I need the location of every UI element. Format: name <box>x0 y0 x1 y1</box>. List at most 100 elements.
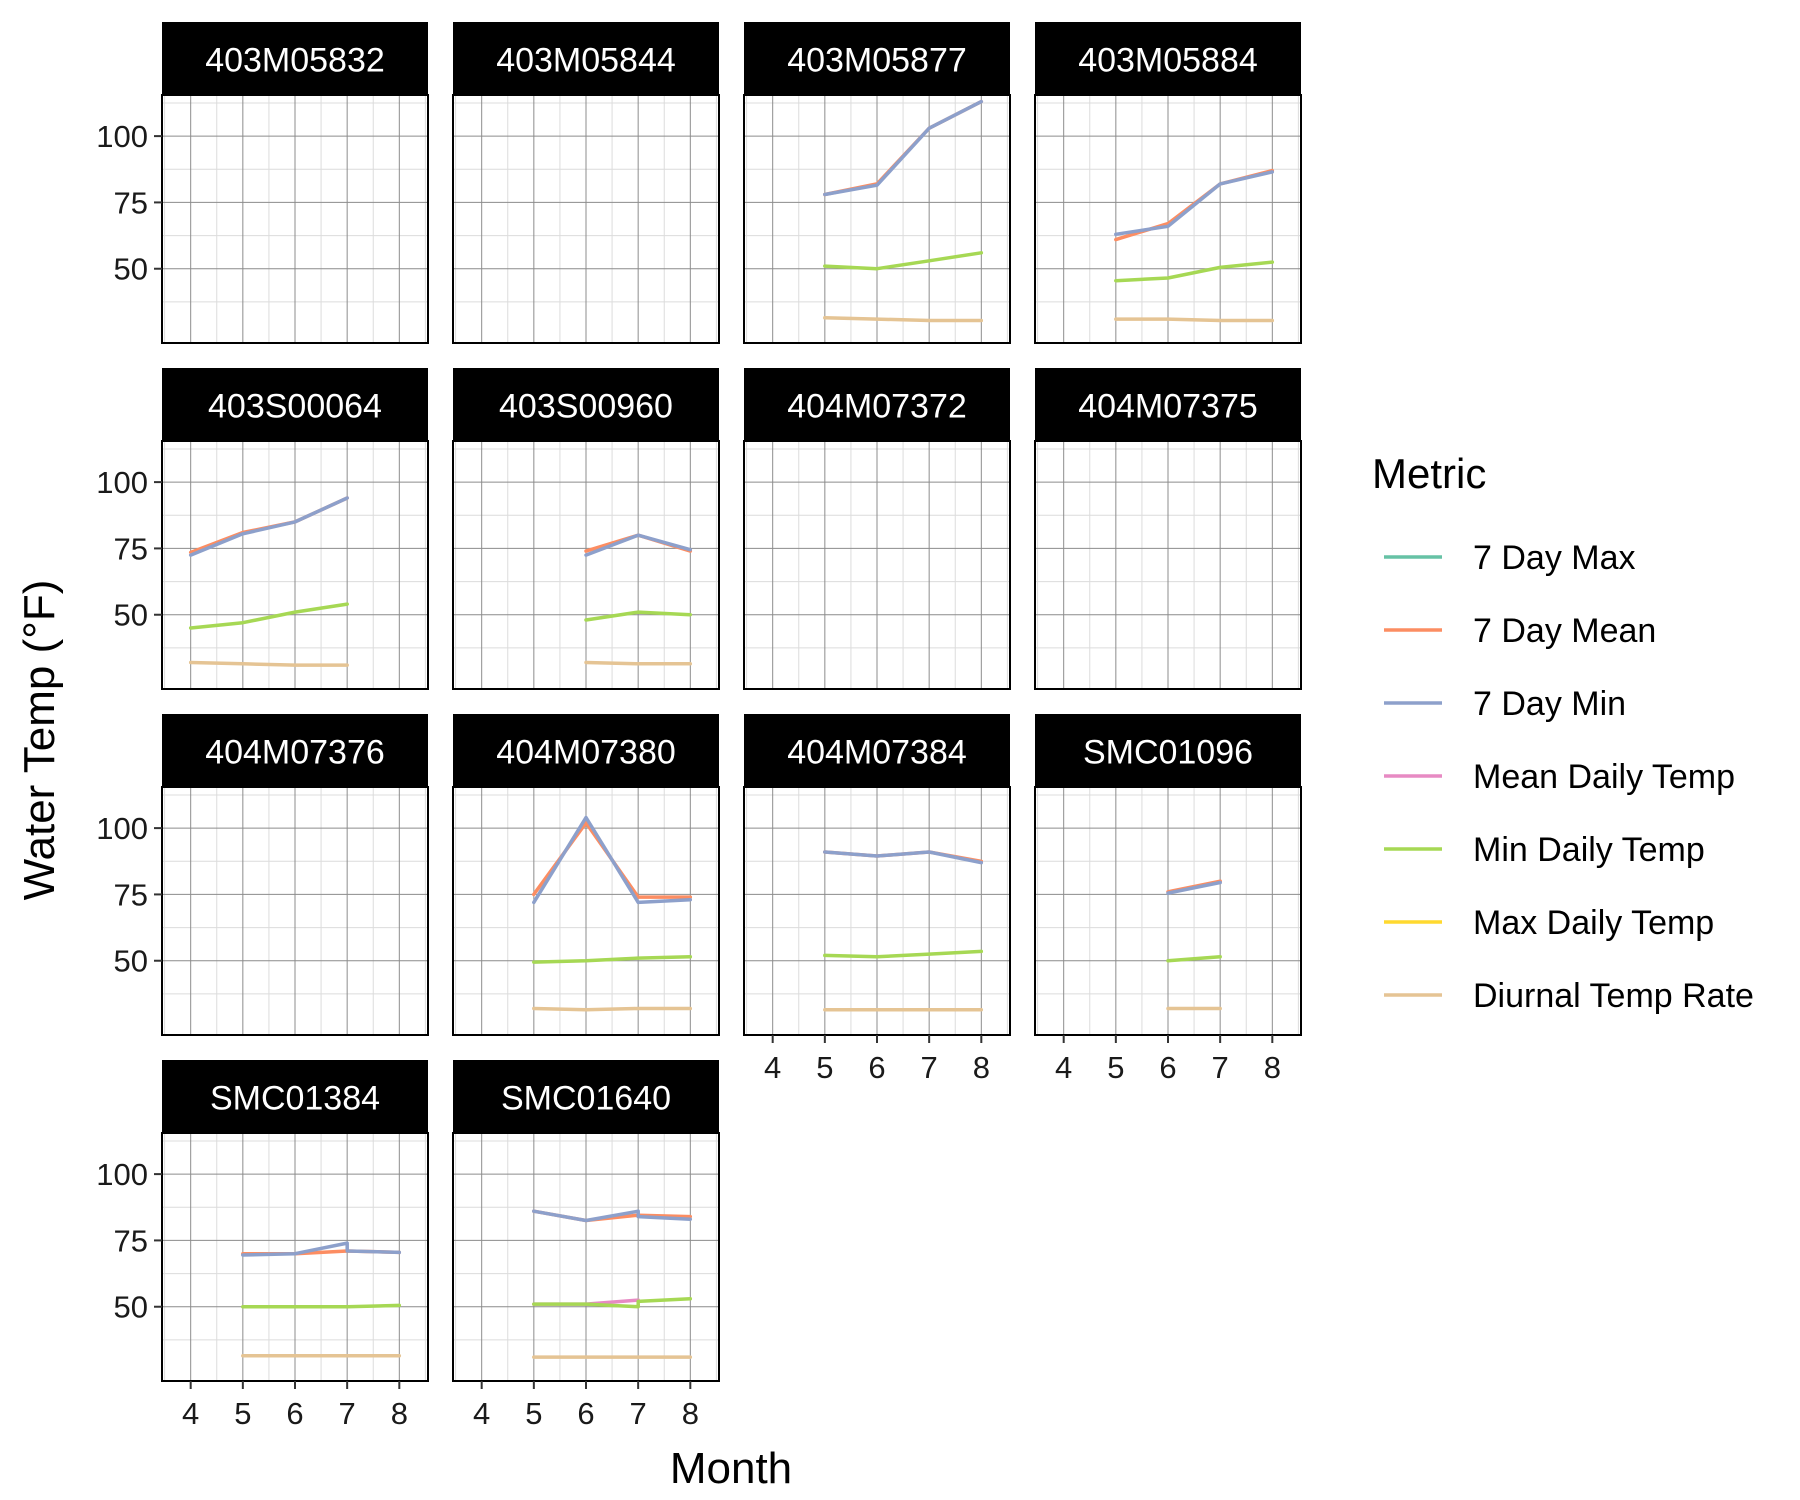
facet-strip <box>162 368 428 441</box>
y-tick-label: 75 <box>114 531 148 566</box>
facet-title: 403S00064 <box>208 388 382 426</box>
facet-strip <box>453 22 719 95</box>
series-line-min-daily-temp <box>241 1303 402 1309</box>
facet-strip <box>162 22 428 95</box>
x-tick-label: 5 <box>234 1396 251 1431</box>
panel-border <box>1034 440 1302 690</box>
series-line-diurnal-temp-rate <box>532 1006 693 1012</box>
x-tick-label: 7 <box>339 1396 356 1431</box>
facet-title: 404M07384 <box>787 734 967 772</box>
legend-label: 7 Day Max <box>1473 539 1636 577</box>
x-tick-label: 7 <box>630 1396 647 1431</box>
legend-label: 7 Day Min <box>1473 685 1626 723</box>
facet-strip <box>1035 22 1301 95</box>
series-line-7-day-min <box>823 99 984 197</box>
series-line-diurnal-temp-rate <box>1114 317 1275 323</box>
facet-panel: 403M05877 <box>743 22 1011 344</box>
y-tick-label: 50 <box>114 944 148 979</box>
panel-border <box>1034 94 1302 344</box>
x-tick-label: 4 <box>182 1396 199 1431</box>
series-line-7-day-min <box>823 850 984 865</box>
facet-panel: 404M07380 <box>452 714 720 1036</box>
x-tick-label: 4 <box>473 1396 490 1431</box>
series-line-7-day-min <box>241 1241 402 1257</box>
x-tick-label: 8 <box>391 1396 408 1431</box>
facet-panel: 403S00960 <box>452 368 720 690</box>
facet-panel: 404M07372 <box>743 368 1011 690</box>
series-line-min-daily-temp <box>188 602 349 630</box>
facet-title: SMC01640 <box>501 1080 671 1118</box>
series-line-min-daily-temp <box>532 1297 693 1309</box>
panel-border <box>161 94 429 344</box>
facet-title: SMC01096 <box>1083 734 1253 772</box>
facet-title: 404M07375 <box>1078 388 1258 426</box>
facet-title: SMC01384 <box>210 1080 380 1118</box>
series-line-7-day-min <box>188 496 349 557</box>
y-tick-label: 75 <box>114 185 148 220</box>
panel-border <box>161 440 429 690</box>
facet-strip <box>453 1060 719 1133</box>
facet-title: 404M07380 <box>496 734 676 772</box>
series-line-7-day-min <box>532 815 693 905</box>
series-line-min-daily-temp <box>1114 260 1275 283</box>
facet-strip <box>162 1060 428 1133</box>
x-tick-label: 4 <box>764 1050 781 1085</box>
facet-panel: 403M05844 <box>452 22 720 344</box>
facet-panel: 403M05884 <box>1034 22 1302 344</box>
facet-strip <box>162 714 428 787</box>
panel-border <box>452 440 720 690</box>
y-axis-title: Water Temp (°F) <box>15 580 64 901</box>
legend-label: Mean Daily Temp <box>1473 758 1735 796</box>
panel-border <box>161 786 429 1036</box>
x-tick-label: 6 <box>577 1396 594 1431</box>
y-tick-label: 100 <box>96 119 148 154</box>
facet-title: 403M05884 <box>1078 42 1258 80</box>
x-tick-label: 5 <box>525 1396 542 1431</box>
facet-strip <box>1035 714 1301 787</box>
x-tick-label: 7 <box>921 1050 938 1085</box>
y-tick-label: 100 <box>96 811 148 846</box>
series-line-7-day-min <box>1166 880 1222 895</box>
x-tick-label: 6 <box>286 1396 303 1431</box>
y-tick-label: 100 <box>96 465 148 500</box>
legend: Metric 7 Day Max 7 Day Mean 7 Day Min Mean … <box>1372 450 1754 1015</box>
facet-title: 403M05832 <box>205 42 385 80</box>
facet-strip <box>453 368 719 441</box>
legend-label: 7 Day Mean <box>1473 612 1656 650</box>
x-tick-label: 8 <box>1264 1050 1281 1085</box>
facet-panel: 403S00064 50 75 100 <box>96 368 429 690</box>
facet-panel: 404M07375 <box>1034 368 1302 690</box>
facet-title: 404M07376 <box>205 734 385 772</box>
y-tick-label: 100 <box>96 1157 148 1192</box>
facet-strip <box>744 714 1010 787</box>
x-axis-title: Month <box>670 1444 792 1493</box>
series-line-diurnal-temp-rate <box>823 316 984 323</box>
panel-border <box>743 440 1011 690</box>
series-line-7-day-min <box>1114 170 1275 237</box>
y-tick-label: 75 <box>114 1223 148 1258</box>
series-line-7-day-min <box>584 533 693 557</box>
facet-panel: 403M05832 50 75 100 <box>96 22 429 344</box>
x-tick-label: 6 <box>1159 1050 1176 1085</box>
facet-panel: SMC01640 4 5 6 7 8 <box>452 1060 720 1431</box>
facet-title: 403M05844 <box>496 42 676 80</box>
panel-border <box>452 786 720 1036</box>
legend-label: Min Daily Temp <box>1473 831 1705 869</box>
y-tick-label: 50 <box>114 252 148 287</box>
series-line-7-day-min <box>532 1209 693 1223</box>
x-tick-label: 7 <box>1212 1050 1229 1085</box>
facet-strip <box>453 714 719 787</box>
facet-panel: 404M07384 4 5 6 7 8 <box>743 714 1011 1085</box>
facet-title: 404M07372 <box>787 388 967 426</box>
facet-panel: 404M07376 50 75 100 <box>96 714 429 1036</box>
x-tick-label: 5 <box>1107 1050 1124 1085</box>
legend-title: Metric <box>1372 450 1486 497</box>
series-line-diurnal-temp-rate <box>584 660 693 666</box>
facet-strip <box>1035 368 1301 441</box>
panel-border <box>452 94 720 344</box>
panel-border <box>743 94 1011 344</box>
series-line-diurnal-temp-rate <box>188 660 349 667</box>
series-line-min-daily-temp <box>584 610 693 622</box>
x-tick-label: 8 <box>973 1050 990 1085</box>
